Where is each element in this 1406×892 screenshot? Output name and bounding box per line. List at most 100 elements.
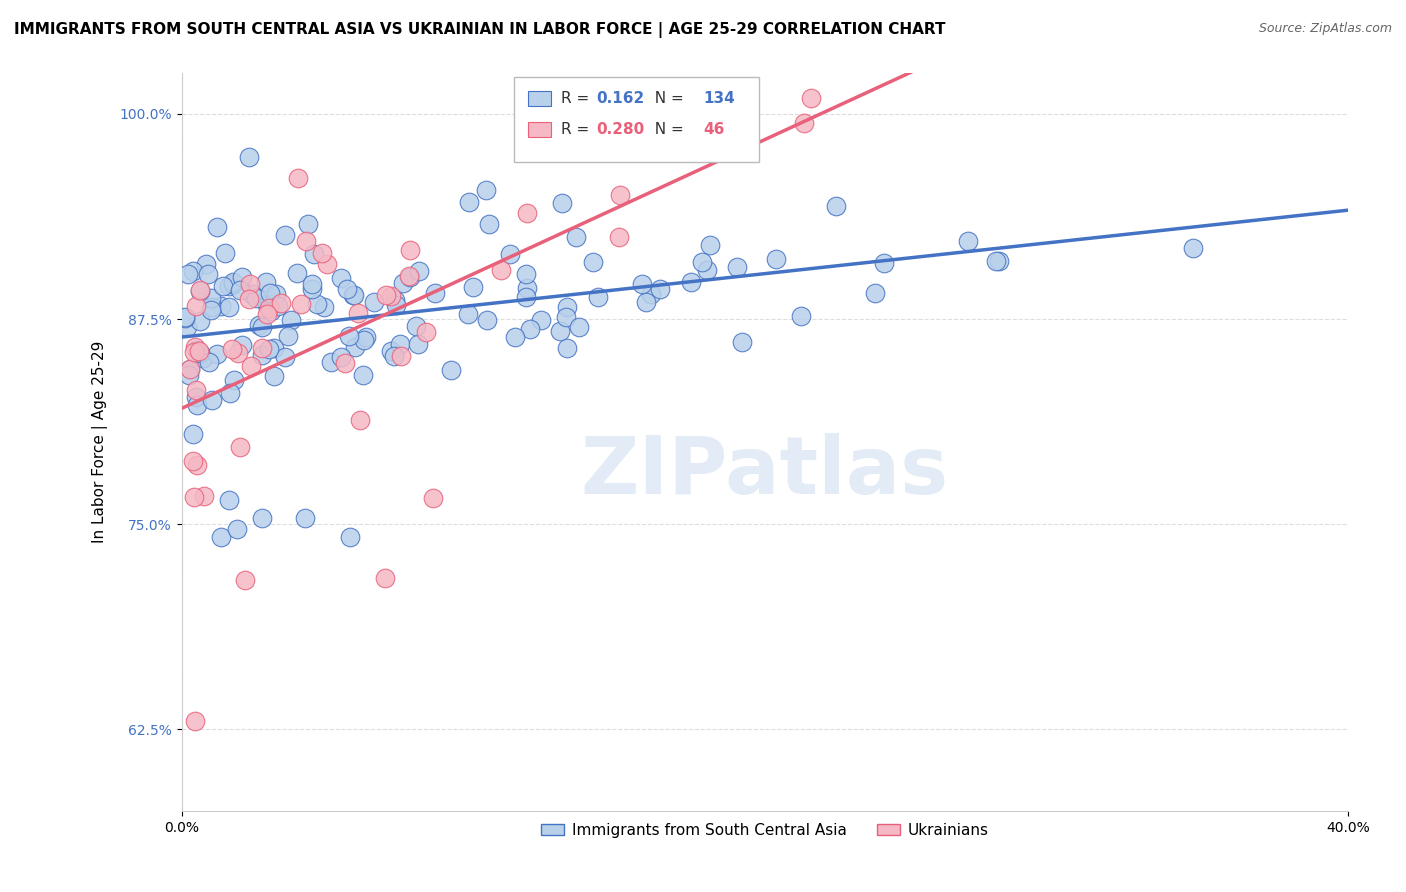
- Point: [423, 285, 446, 300]
- Point: [344, 340, 367, 354]
- Point: [263, 369, 285, 384]
- Point: [588, 290, 610, 304]
- Point: [505, 329, 527, 343]
- Point: [267, 299, 290, 313]
- Point: [200, 291, 222, 305]
- Point: [311, 246, 333, 260]
- Point: [725, 260, 748, 274]
- Point: [183, 344, 205, 359]
- Point: [478, 218, 501, 232]
- Point: [264, 287, 287, 301]
- Point: [239, 359, 262, 373]
- Point: [211, 278, 233, 293]
- Point: [356, 329, 378, 343]
- Point: [1181, 241, 1204, 255]
- Point: [565, 230, 588, 244]
- Point: [599, 143, 621, 157]
- Point: [259, 285, 281, 300]
- Point: [294, 510, 316, 524]
- Point: [222, 373, 245, 387]
- Point: [184, 390, 207, 404]
- Point: [679, 275, 702, 289]
- Point: [336, 282, 359, 296]
- Point: [374, 571, 396, 585]
- Point: [385, 297, 408, 311]
- Point: [640, 286, 662, 301]
- Point: [555, 310, 578, 324]
- Point: [316, 257, 339, 271]
- Point: [183, 714, 205, 728]
- Point: [214, 246, 236, 260]
- Point: [274, 350, 297, 364]
- Point: [363, 294, 385, 309]
- Point: [634, 295, 657, 310]
- Point: [250, 320, 273, 334]
- Text: 46: 46: [703, 122, 724, 137]
- Point: [229, 440, 252, 454]
- Point: [630, 277, 652, 292]
- Point: [607, 230, 630, 244]
- Text: R =: R =: [561, 122, 593, 137]
- Point: [260, 304, 283, 318]
- Point: [302, 247, 325, 261]
- Text: IMMIGRANTS FROM SOUTH CENTRAL ASIA VS UKRAINIAN IN LABOR FORCE | AGE 25-29 CORRE: IMMIGRANTS FROM SOUTH CENTRAL ASIA VS UK…: [14, 22, 946, 38]
- Point: [339, 530, 361, 544]
- Point: [181, 454, 204, 468]
- Point: [181, 264, 204, 278]
- Point: [194, 257, 217, 271]
- Point: [240, 286, 263, 301]
- Point: [205, 220, 228, 235]
- FancyBboxPatch shape: [529, 122, 551, 137]
- Point: [193, 351, 215, 365]
- Point: [463, 280, 485, 294]
- Point: [519, 322, 541, 336]
- Point: [529, 312, 551, 326]
- Text: N =: N =: [645, 122, 689, 137]
- Point: [188, 283, 211, 297]
- Point: [475, 183, 498, 197]
- Point: [179, 362, 201, 376]
- Point: [263, 341, 285, 355]
- Point: [650, 282, 672, 296]
- Point: [337, 329, 360, 343]
- Point: [226, 346, 249, 360]
- Text: Source: ZipAtlas.com: Source: ZipAtlas.com: [1258, 22, 1392, 36]
- Point: [391, 276, 413, 290]
- Point: [790, 309, 813, 323]
- Point: [475, 313, 498, 327]
- Point: [193, 489, 215, 503]
- Point: [389, 349, 412, 363]
- Text: ZIPatlas: ZIPatlas: [581, 433, 949, 510]
- Point: [342, 288, 364, 302]
- Point: [956, 235, 979, 249]
- Point: [568, 319, 591, 334]
- Point: [250, 511, 273, 525]
- Point: [176, 319, 198, 334]
- Point: [184, 384, 207, 398]
- Point: [330, 271, 353, 285]
- Point: [699, 237, 721, 252]
- Point: [353, 333, 375, 347]
- Point: [297, 217, 319, 231]
- Point: [218, 278, 240, 293]
- Point: [256, 298, 278, 312]
- Point: [186, 343, 208, 358]
- Point: [238, 293, 260, 307]
- Point: [301, 277, 323, 291]
- Point: [231, 338, 253, 352]
- Point: [312, 300, 335, 314]
- Point: [582, 255, 605, 269]
- Point: [349, 413, 371, 427]
- Point: [346, 305, 368, 319]
- Point: [384, 293, 406, 307]
- Point: [548, 324, 571, 338]
- Point: [222, 275, 245, 289]
- Point: [873, 256, 896, 270]
- Point: [200, 303, 222, 318]
- Point: [406, 337, 429, 351]
- FancyBboxPatch shape: [515, 77, 759, 161]
- Point: [252, 348, 274, 362]
- Point: [209, 299, 232, 313]
- Point: [188, 314, 211, 328]
- Point: [238, 150, 260, 164]
